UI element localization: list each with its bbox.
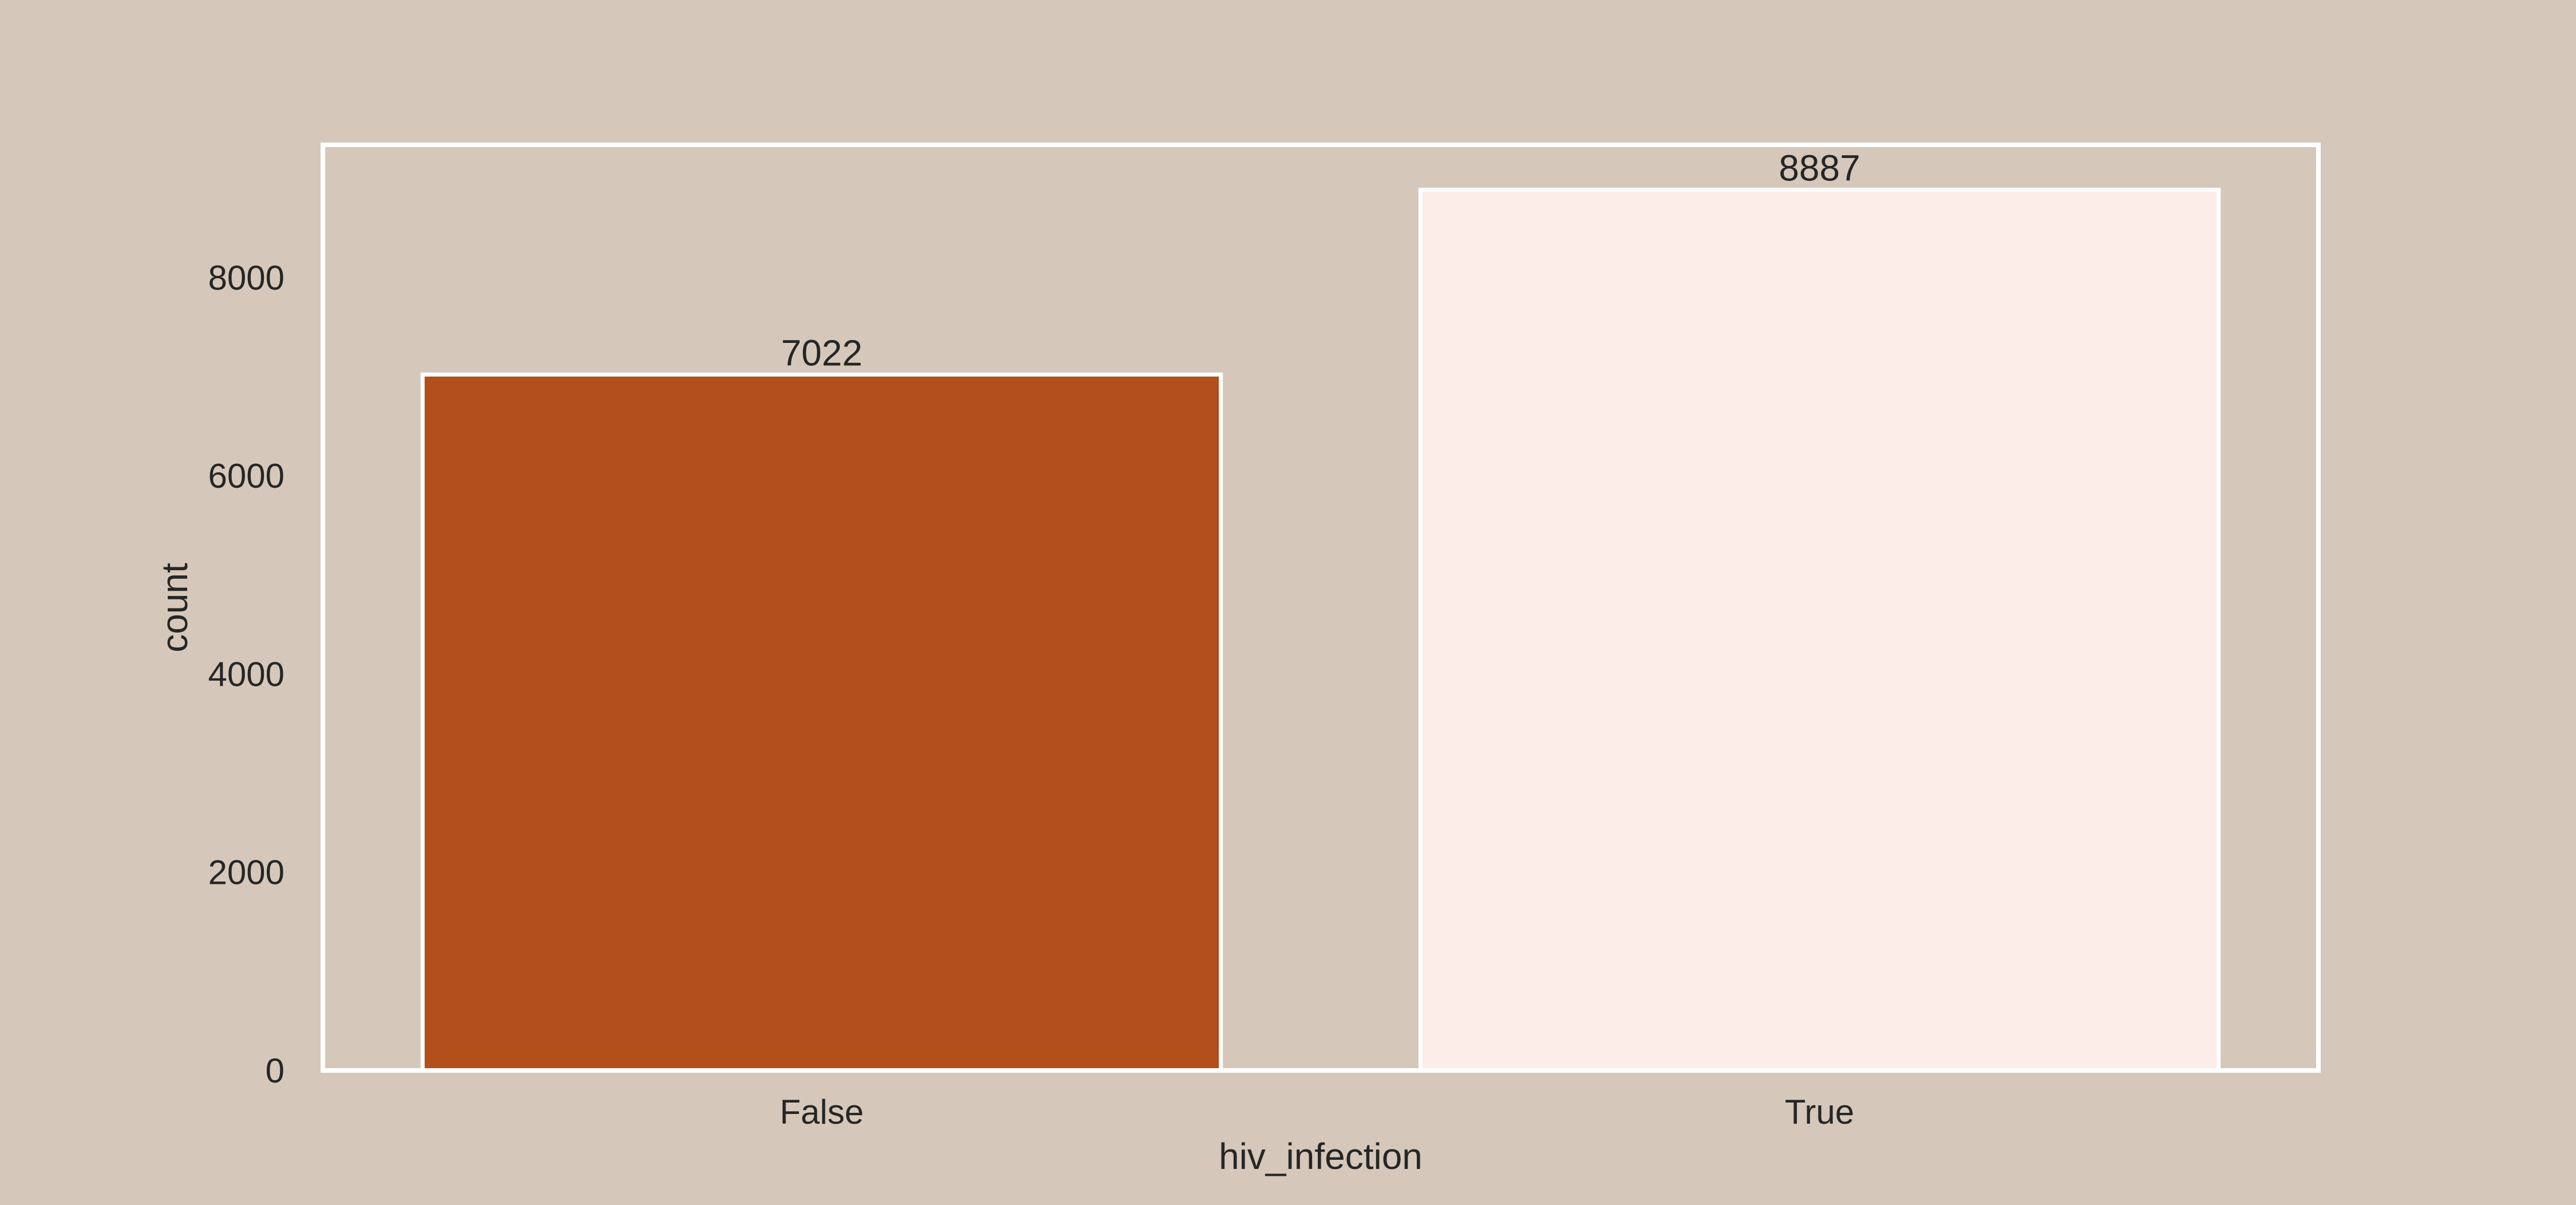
bar-false [420,372,1223,1073]
x-tick-label-false: False [780,1093,864,1131]
bars [420,187,2221,1073]
data-label-true: 8887 [1779,147,1860,188]
y-tick-label: 2000 [208,854,285,892]
data-labels: 7022 8887 [781,147,1860,373]
x-axis-label: hiv_infection [1219,1136,1423,1177]
y-tick-label: 8000 [208,259,285,297]
y-tick-label: 6000 [208,457,285,495]
x-tick-label-true: True [1785,1093,1854,1131]
data-label-false: 7022 [781,332,862,373]
y-axis-label: count [154,563,195,653]
x-axis-ticks: False True [780,1093,1854,1131]
bar-true [1418,187,2221,1073]
y-tick-label: 4000 [208,655,285,693]
y-axis-ticks: 0 2000 4000 6000 8000 [208,259,285,1090]
y-tick-label: 0 [266,1052,285,1090]
plot-frame [321,143,2321,1073]
